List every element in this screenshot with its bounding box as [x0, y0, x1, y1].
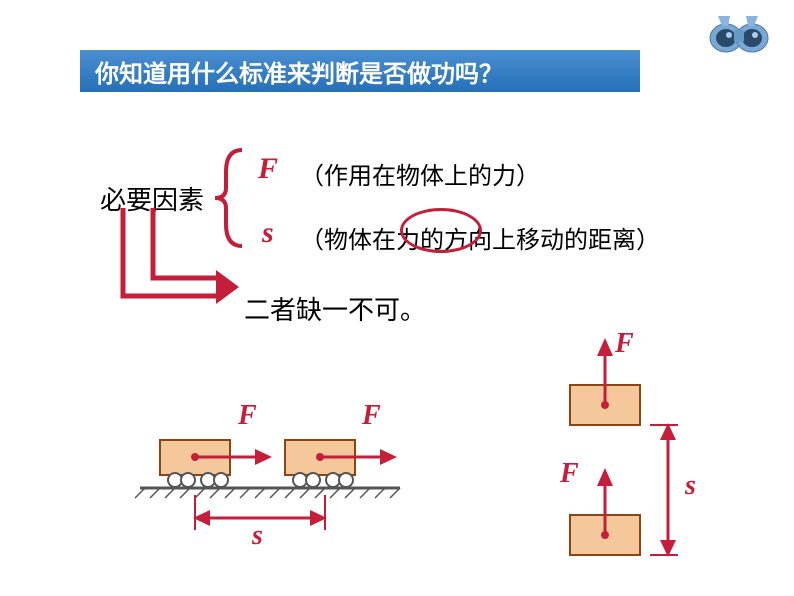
flow-arrow — [113, 208, 243, 313]
binoculars-icon — [704, 10, 774, 55]
variable-s: s — [262, 216, 274, 250]
title-text: 你知道用什么标准来判断是否做功吗？ — [95, 54, 503, 89]
distance-label-left: s — [252, 520, 263, 552]
force-label-1: F — [238, 400, 257, 432]
force-label-2: F — [362, 400, 381, 432]
description-f: （作用在物体上的力） — [300, 156, 540, 191]
description-s: （物体在力的方向上移动的距离） — [300, 220, 660, 255]
force-label-bottom: F — [560, 458, 579, 490]
variable-f: F — [258, 152, 278, 186]
distance-label-right: s — [685, 470, 696, 502]
title-bar: 你知道用什么标准来判断是否做功吗？ — [80, 50, 640, 92]
conclusion-text: 二者缺一不可。 — [244, 290, 426, 327]
force-label-top: F — [615, 328, 634, 360]
vertical-motion-diagram: F F s — [560, 330, 710, 580]
horizontal-motion-diagram: F F s — [130, 400, 410, 550]
